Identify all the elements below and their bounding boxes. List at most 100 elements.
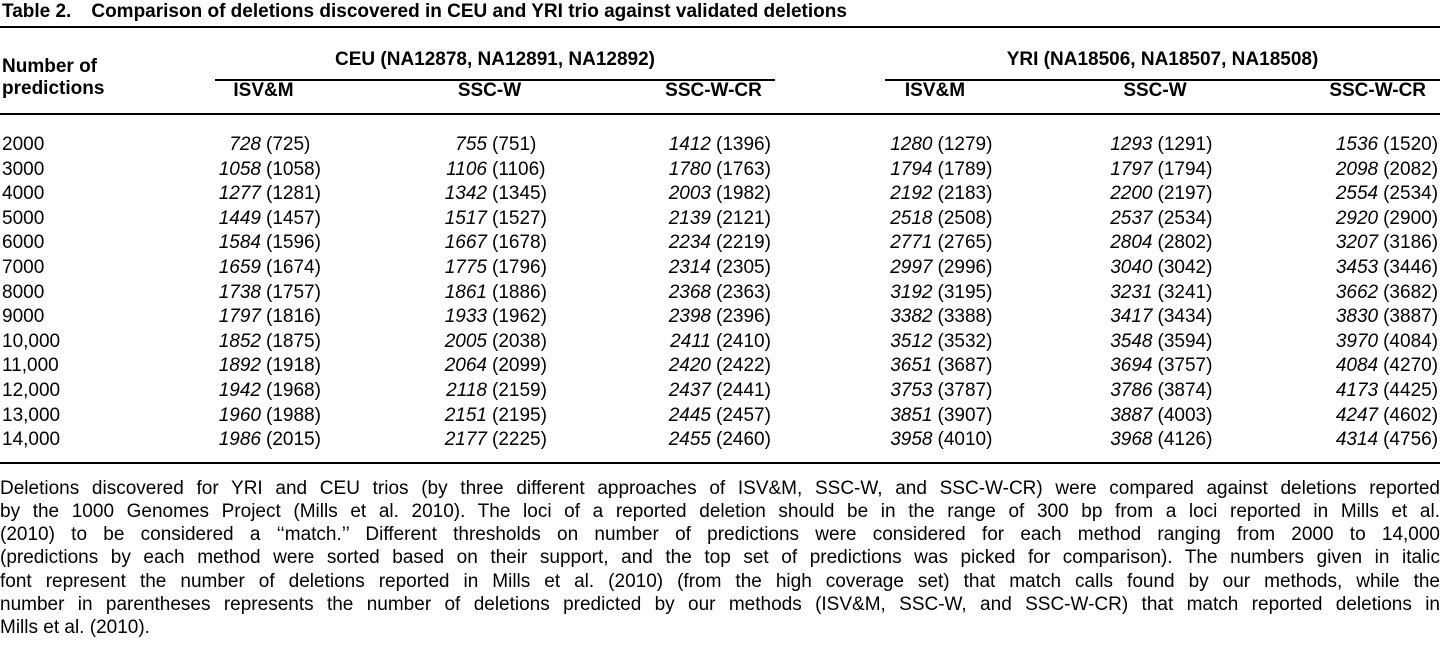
deletion-count-cell: 2920 (2900) xyxy=(1265,207,1440,232)
deletion-count-cell: 1280 (1279) xyxy=(825,114,1045,158)
matched-count: 728 xyxy=(229,134,261,155)
predicted-count: (2015) xyxy=(266,429,321,451)
predicted-count: (2038) xyxy=(492,330,547,352)
predicted-count: (2534) xyxy=(1157,207,1213,229)
predicted-count: (1794) xyxy=(1157,158,1213,180)
deletion-count-cell: 3786 (3874) xyxy=(1045,379,1265,404)
matched-count: 3651 xyxy=(890,355,933,377)
deletion-count-cell: 3192 (3195) xyxy=(825,281,1045,306)
predicted-count: (3186) xyxy=(1383,232,1439,254)
deletion-count-cell: 1986 (2015) xyxy=(150,428,377,463)
deletion-count-cell: 2997 (2996) xyxy=(825,256,1045,281)
group-header-row: Number of predictions CEU (NA12878, NA12… xyxy=(0,28,1440,115)
matched-count: 2234 xyxy=(668,232,711,254)
predictions-count: 8000 xyxy=(2,281,45,303)
matched-count: 2804 xyxy=(1110,232,1153,254)
deletion-count-cell: 4314 (4756) xyxy=(1265,428,1440,463)
group-header-ceu-label: CEU (NA12878, NA12891, NA12892) xyxy=(335,49,655,70)
group-header-yri-spanner: YRI (NA18506, NA18507, NA18508) xyxy=(885,49,1440,81)
predicted-count: (2441) xyxy=(716,379,771,401)
matched-count: 2437 xyxy=(668,379,711,401)
deletion-count-cell: 1106 (1106) xyxy=(377,158,602,183)
footnote-line: number in parentheses represents the num… xyxy=(0,593,1440,615)
predicted-count: (1789) xyxy=(937,158,993,180)
deletion-count-cell: 2804 (2802) xyxy=(1045,231,1265,256)
deletion-count-cell: 2098 (2082) xyxy=(1265,158,1440,183)
predicted-count: (1106) xyxy=(492,158,546,180)
table-row: 3000 1058 (1058) 1106 (1106) 1780 (1763) 1794 (1… xyxy=(0,158,1440,183)
matched-count: 3970 xyxy=(1335,330,1379,352)
column-header-ceu-sscwcr: SSC-W-CR xyxy=(602,81,825,115)
matched-count: 1058 xyxy=(218,158,261,180)
predicted-count: (1058) xyxy=(266,158,321,180)
predicted-count: (3687) xyxy=(937,355,993,377)
matched-count: 1738 xyxy=(218,281,261,303)
footnote-line: by the 1000 Genomes Project (Mills et al… xyxy=(0,500,1440,522)
predicted-count: (3682) xyxy=(1383,281,1439,303)
predictions-count: 14,000 xyxy=(2,429,61,451)
predictions-count: 3000 xyxy=(2,158,45,180)
matched-count: 2554 xyxy=(1335,183,1379,205)
table-row: 7000 1659 (1674) 1775 (1796) 2314 (2305) 2997 (2… xyxy=(0,256,1440,281)
predicted-count: (3907) xyxy=(937,404,993,426)
column-header-ceu-isvm: ISV&M xyxy=(150,81,377,115)
deletion-count-cell: 1449 (1457) xyxy=(150,207,377,232)
deletion-count-cell: 2177 (2225) xyxy=(377,428,602,463)
matched-count: 1933 xyxy=(444,306,487,328)
predictions-count: 4000 xyxy=(2,183,45,205)
matched-count: 2177 xyxy=(444,429,487,451)
predicted-count: (1816) xyxy=(266,306,321,328)
matched-count: 1861 xyxy=(444,281,487,303)
matched-count: 4247 xyxy=(1335,404,1379,426)
predicted-count: (4756) xyxy=(1383,429,1439,451)
predicted-count: (725) xyxy=(266,134,311,155)
predicted-count: (3195) xyxy=(937,281,993,303)
predictions-count: 9000 xyxy=(2,306,45,328)
predicted-count: (1988) xyxy=(266,404,321,426)
matched-count: 1342 xyxy=(444,183,487,205)
deletion-count-cell: 3968 (4126) xyxy=(1045,428,1265,463)
deletion-count-cell: 3887 (4003) xyxy=(1045,404,1265,429)
predicted-count: (4126) xyxy=(1157,429,1213,451)
matched-count: 2314 xyxy=(668,256,711,278)
predictions-count: 13,000 xyxy=(2,404,61,426)
table-row: 4000 1277 (1281) 1342 (1345) 2003 (1982) 2192 (2… xyxy=(0,182,1440,207)
deletion-count-cell: 3512 (3532) xyxy=(825,330,1045,355)
matched-count: 3662 xyxy=(1335,281,1379,303)
matched-count: 1106 xyxy=(446,158,487,180)
table-footnote: Deletions discovered for YRI and CEU tri… xyxy=(0,477,1440,639)
deletion-count-cell: 3970 (4084) xyxy=(1265,330,1440,355)
deletion-count-cell: 3417 (3434) xyxy=(1045,305,1265,330)
predicted-count: (1291) xyxy=(1157,134,1213,155)
matched-count: 3851 xyxy=(890,404,933,426)
deletion-count-cell: 1775 (1796) xyxy=(377,256,602,281)
deletion-count-cell: 2151 (2195) xyxy=(377,404,602,429)
table-row: 8000 1738 (1757) 1861 (1886) 2368 (2363) 3192 (3… xyxy=(0,281,1440,306)
matched-count: 2398 xyxy=(668,306,711,328)
matched-count: 755 xyxy=(455,134,487,155)
predicted-count: (3874) xyxy=(1157,379,1213,401)
predicted-count: (1757) xyxy=(266,281,321,303)
matched-count: 3694 xyxy=(1110,355,1153,377)
predictions-count: 6000 xyxy=(2,232,45,254)
matched-count: 3207 xyxy=(1335,232,1379,254)
matched-count: 2771 xyxy=(890,232,933,254)
predicted-count: (751) xyxy=(492,134,537,155)
deletion-count-cell: 3958 (4010) xyxy=(825,428,1045,463)
matched-count: 2411 xyxy=(670,330,711,352)
method-header-row: ISV&M SSC-W SSC-W-CR ISV&M SSC-W SSC-W-C… xyxy=(0,81,1440,115)
deletion-count-cell: 3040 (3042) xyxy=(1045,256,1265,281)
deletion-count-cell: 1517 (1527) xyxy=(377,207,602,232)
predicted-count: (4003) xyxy=(1157,404,1213,426)
predicted-count: (3757) xyxy=(1157,355,1213,377)
predicted-count: (2195) xyxy=(492,404,547,426)
matched-count: 1775 xyxy=(444,256,487,278)
deletion-count-cell: 1584 (1596) xyxy=(150,231,377,256)
deletion-count-cell: 1960 (1988) xyxy=(150,404,377,429)
predicted-count: (1279) xyxy=(937,134,993,155)
matched-count: 1517 xyxy=(444,207,487,229)
deletion-count-cell: 2064 (2099) xyxy=(377,354,602,379)
matched-count: 3753 xyxy=(890,379,933,401)
deletion-count-cell: 1933 (1962) xyxy=(377,305,602,330)
deletion-count-cell: 2411 (2410) xyxy=(602,330,825,355)
